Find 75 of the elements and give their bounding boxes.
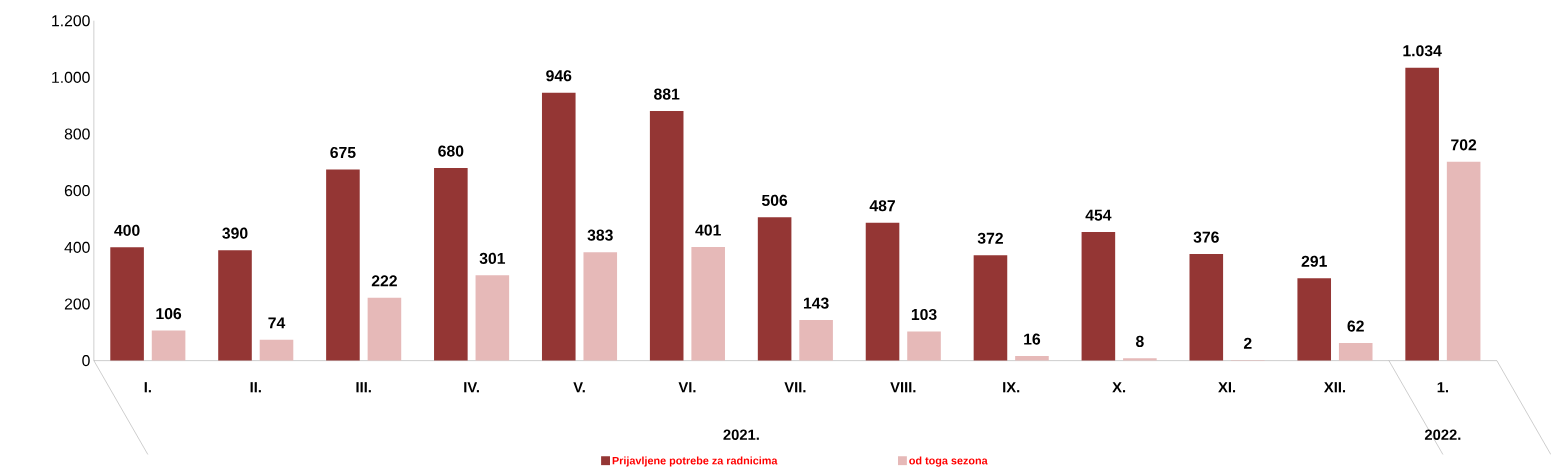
bar [1081, 232, 1116, 361]
data-label: 506 [761, 194, 788, 207]
bar [151, 330, 186, 361]
bar [1297, 278, 1332, 361]
bar [475, 275, 510, 361]
bar [259, 339, 294, 361]
legend-label: od toga sezona [909, 456, 988, 467]
x-tick-label: XI. [1218, 382, 1236, 393]
y-tick-label: 200 [64, 298, 90, 310]
data-label: 881 [654, 88, 680, 100]
data-label: 2 [1243, 337, 1252, 349]
x-tick-label: VIII. [890, 382, 916, 393]
x-tick-label: V. [573, 382, 585, 393]
x-tick-label: 1. [1437, 382, 1449, 393]
x-tick-label: VI. [678, 382, 696, 393]
bar [691, 247, 725, 361]
x-tick-label: IX. [1003, 382, 1020, 393]
x-tick-label: VII. [784, 382, 806, 393]
data-label: 1.034 [1403, 45, 1442, 57]
legend-label: Prijavljene potrebe za radnicima [612, 456, 778, 467]
bar [1338, 343, 1373, 361]
bar [1015, 356, 1049, 361]
data-label: 74 [268, 317, 286, 329]
data-label: 454 [1085, 209, 1112, 221]
bar [757, 217, 792, 361]
bar [434, 168, 468, 361]
data-label: 383 [587, 229, 613, 241]
bar [907, 331, 941, 361]
y-tick-label: 400 [64, 241, 90, 254]
data-label: 702 [1451, 139, 1477, 151]
data-label: 103 [911, 309, 937, 321]
x-tick-label: II. [250, 382, 261, 393]
data-label: 143 [803, 297, 829, 309]
bar [1446, 161, 1481, 361]
data-label: 680 [438, 145, 464, 157]
data-label: 16 [1024, 333, 1041, 345]
data-label: 400 [114, 224, 140, 237]
data-label: 301 [479, 252, 506, 265]
data-label: 222 [371, 275, 397, 287]
data-label: 675 [330, 147, 356, 159]
data-label: 62 [1347, 320, 1364, 332]
data-label: 946 [546, 70, 572, 82]
data-label: 8 [1135, 335, 1144, 348]
data-label: 401 [695, 224, 721, 236]
bar [973, 255, 1008, 361]
data-label: 291 [1301, 255, 1327, 267]
bar [799, 320, 833, 361]
bar [1123, 358, 1157, 361]
x-tick-label: XII. [1324, 382, 1346, 393]
y-tick-label: 1.200 [52, 15, 90, 27]
bar [1405, 67, 1439, 361]
data-label: 390 [222, 227, 248, 239]
x-tick-label: IV. [464, 382, 479, 393]
data-label: 487 [869, 200, 895, 212]
text: 2021. [723, 429, 759, 441]
y-tick-label: 0 [82, 355, 90, 367]
bar [541, 92, 576, 361]
x-tick-label: X. [1112, 382, 1126, 393]
y-tick-label: 800 [64, 128, 90, 140]
bar [865, 222, 900, 361]
x-tick-label: I. [144, 382, 151, 393]
bar [326, 169, 360, 361]
bar [218, 250, 252, 361]
data-label: 376 [1193, 231, 1219, 243]
bar [110, 247, 144, 361]
y-tick-label: 600 [64, 185, 90, 197]
bar [649, 111, 684, 361]
data-label: 372 [977, 232, 1003, 244]
bar [1189, 254, 1224, 361]
y-tick-label: 1.000 [52, 71, 90, 84]
bar [367, 297, 402, 361]
bar [583, 252, 618, 361]
text: 2022. [1424, 429, 1461, 441]
data-label: 106 [156, 308, 182, 320]
x-tick-label: III. [356, 382, 371, 393]
